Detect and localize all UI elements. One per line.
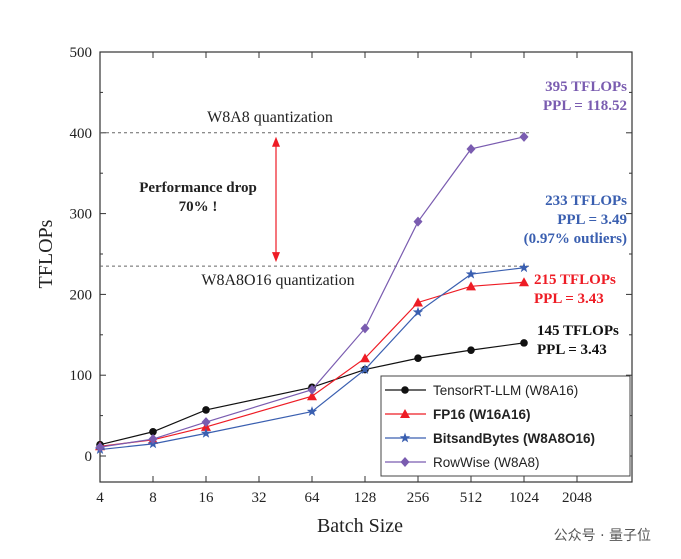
legend-label: FP16 (W16A16) — [433, 407, 531, 422]
x-tick-label: 512 — [460, 490, 483, 506]
data-point-star — [465, 268, 477, 279]
legend-box — [380, 375, 631, 477]
x-tick-label: 8 — [149, 490, 157, 506]
x-tick-label: 32 — [252, 490, 267, 506]
x-tick-label: 64 — [305, 490, 321, 506]
arrow-head-down-icon — [272, 252, 280, 263]
x-tick-label: 16 — [199, 490, 215, 506]
data-point-diamond — [307, 384, 317, 395]
annotation-bnb: 233 TFLOPs — [545, 193, 627, 209]
data-point-circle — [520, 339, 528, 347]
data-point-circle — [414, 354, 422, 363]
data-point-star — [359, 364, 371, 374]
reference-line-label: W8A8 quantization — [207, 109, 333, 126]
annotation-trt: 145 TFLOPs — [537, 323, 619, 339]
y-tick-label: 0 — [85, 449, 93, 465]
data-point-diamond — [360, 323, 370, 334]
data-point-circle — [202, 406, 210, 414]
annotation-trt: PPL = 3.43 — [537, 342, 607, 358]
plot-frame — [99, 51, 633, 483]
annotation-fp16: PPL = 3.43 — [534, 291, 604, 307]
data-point-diamond — [519, 131, 529, 142]
annotation-bnb: (0.97% outliers) — [524, 231, 627, 247]
data-point-triangle — [307, 391, 317, 401]
annotation-fp16: 215 TFLOPs — [534, 272, 616, 288]
y-tick-label: 200 — [70, 287, 93, 303]
reference-line-label: W8A8O16 quantization — [201, 272, 354, 289]
x-tick-label: 2048 — [562, 490, 592, 506]
x-tick-label: 4 — [96, 490, 104, 506]
data-point-triangle — [466, 281, 476, 291]
data-point-star — [200, 427, 212, 438]
data-point-star — [412, 306, 424, 317]
y-axis-label: TFLOPs — [35, 219, 57, 288]
data-point-diamond — [201, 417, 211, 428]
y-tick-label: 400 — [70, 126, 93, 142]
data-point-triangle — [413, 297, 423, 307]
data-point-triangle — [400, 409, 410, 418]
data-point-diamond — [413, 216, 423, 227]
data-point-triangle — [519, 277, 529, 287]
watermark: 公众号 · 量子位 — [553, 528, 651, 544]
legend-label: BitsandBytes (W8A8O16) — [433, 431, 595, 446]
series-line — [99, 267, 525, 451]
legend-label: RowWise (W8A8) — [433, 455, 540, 470]
data-point-circle — [401, 386, 409, 394]
y-tick-label: 300 — [70, 207, 93, 223]
arrow-head-up-icon — [272, 136, 280, 147]
x-tick-label: 128 — [354, 490, 377, 506]
performance-drop-label: 70% ! — [179, 199, 218, 215]
x-tick-label: 1024 — [509, 490, 540, 506]
data-point-triangle — [360, 353, 370, 363]
data-point-diamond — [466, 143, 476, 154]
data-point-star — [399, 432, 411, 443]
annotation-rowwise: 395 TFLOPs — [545, 79, 627, 95]
y-tick-label: 100 — [70, 368, 93, 384]
data-point-star — [306, 406, 318, 416]
legend-label: TensorRT-LLM (W8A16) — [433, 383, 578, 398]
x-tick-label: 256 — [407, 490, 430, 506]
data-point-diamond — [95, 442, 105, 453]
series-line — [99, 281, 525, 447]
data-point-star — [518, 262, 530, 273]
data-point-diamond — [400, 457, 410, 467]
series-line — [99, 136, 525, 448]
y-tick-label: 500 — [70, 45, 93, 61]
x-axis-label: Batch Size — [317, 515, 403, 537]
annotation-rowwise: PPL = 118.52 — [543, 98, 627, 114]
performance-drop-label: Performance drop — [139, 180, 257, 196]
series-line — [99, 342, 525, 446]
annotation-bnb: PPL = 3.49 — [557, 212, 627, 228]
data-point-circle — [149, 427, 157, 436]
data-point-circle — [467, 346, 475, 354]
data-point-diamond — [148, 434, 158, 445]
